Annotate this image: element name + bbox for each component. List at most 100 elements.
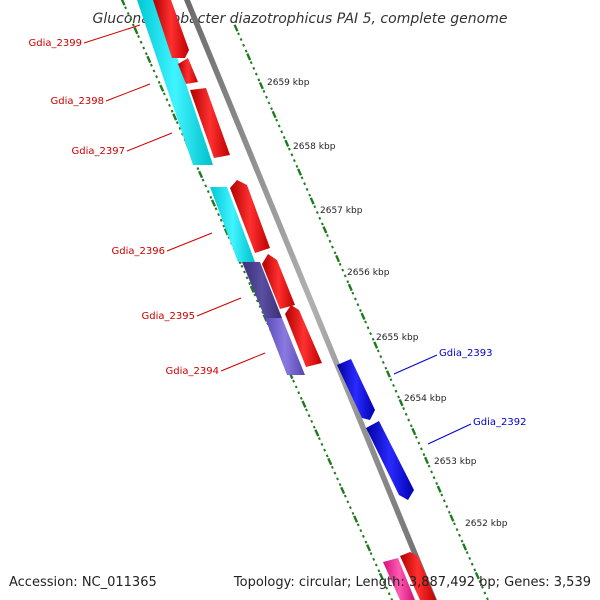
ruler-outer-major-tick <box>335 254 341 263</box>
ruler-inner-minor-tick <box>299 396 303 400</box>
ruler-outer-minor-tick <box>282 136 286 139</box>
ruler-inner-minor-tick <box>297 391 301 395</box>
ruler-inner-major-tick <box>159 84 165 92</box>
ruler-inner-major-tick <box>249 285 255 293</box>
ruler-inner-minor-tick <box>317 437 321 441</box>
ruler-inner-minor-tick <box>248 281 252 286</box>
ruler-outer-minor-tick <box>331 245 334 249</box>
ruler-outer-minor-tick <box>305 187 309 191</box>
gene-label-gdia-2393[interactable]: Gdia_2393 <box>439 348 492 359</box>
ruler-ticks-outer <box>233 24 489 600</box>
ruler-outer-minor-tick <box>356 303 360 307</box>
ruler-inner-minor-tick <box>165 98 169 102</box>
cds-reverse-2 <box>366 421 414 500</box>
cds-forward-2 <box>178 58 198 84</box>
ruler-label-2659: 2659 kbp <box>267 78 310 88</box>
ruler-outer-minor-tick <box>254 72 258 76</box>
ruler-outer-minor-tick <box>290 153 294 157</box>
ruler-outer-minor-tick <box>313 205 317 209</box>
ruler-inner-minor-tick <box>305 408 308 412</box>
ruler-inner-minor-tick <box>152 69 156 73</box>
ruler-outer-major-tick <box>449 514 455 522</box>
ruler-outer-minor-tick <box>480 585 484 589</box>
gene-label-gdia-2398[interactable]: Gdia_2398 <box>51 96 104 107</box>
ruler-outer-minor-tick <box>394 389 398 393</box>
ruler-inner-minor-tick <box>206 190 210 194</box>
ruler-inner-minor-tick <box>201 178 205 182</box>
ruler-inner-major-tick <box>172 113 178 121</box>
ruler-label-2653: 2653 kbp <box>434 457 477 467</box>
ruler-label-2657: 2657 kbp <box>320 206 363 216</box>
ruler-label-2654: 2654 kbp <box>404 394 447 404</box>
ruler-inner-minor-tick <box>356 523 360 527</box>
ruler-outer-minor-tick <box>442 499 446 503</box>
ruler-outer-minor-tick <box>468 556 472 560</box>
ruler-outer-major-tick <box>309 197 315 205</box>
ruler-outer-minor-tick <box>440 493 444 497</box>
ruler-outer-minor-tick <box>257 78 261 82</box>
ruler-inner-minor-tick <box>175 121 179 125</box>
ruler-outer-major-tick <box>462 543 468 551</box>
ruler-outer-minor-tick <box>422 453 426 457</box>
ruler-outer-minor-tick <box>409 424 413 428</box>
ruler-inner-minor-tick <box>372 557 376 561</box>
genome-summary-text: Topology: circular; Length: 3,887,492 bp… <box>233 575 591 590</box>
ruler-outer-minor-tick <box>376 349 380 353</box>
ruler-inner-minor-tick <box>351 511 355 515</box>
ruler-outer-major-tick <box>233 24 239 32</box>
cds-forward-1 <box>153 0 189 58</box>
gene-label-gdia-2394[interactable]: Gdia_2394 <box>166 366 219 377</box>
ruler-inner-minor-tick <box>364 540 368 544</box>
gene-label-gdia-2392[interactable]: Gdia_2392 <box>473 417 526 428</box>
cog-track <box>137 0 415 600</box>
gene-label-gdia-2396[interactable]: Gdia_2396 <box>112 246 165 257</box>
ruler-outer-minor-tick <box>366 326 370 330</box>
ruler-outer-minor-tick <box>333 251 337 255</box>
ruler-inner-major-tick <box>133 27 139 35</box>
ruler-inner-minor-tick <box>124 6 128 10</box>
ruler-outer-minor-tick <box>287 147 291 151</box>
ruler-outer-minor-tick <box>473 568 477 572</box>
ruler-outer-minor-tick <box>470 562 474 566</box>
cds-forward-7 <box>400 552 436 600</box>
ruler-outer-minor-tick <box>417 441 421 445</box>
ruler-inner-minor-tick <box>222 224 226 228</box>
ruler-inner-minor-tick <box>336 477 339 481</box>
ruler-inner-minor-tick <box>217 213 221 217</box>
ruler-inner-minor-tick <box>320 442 324 446</box>
ruler-inner-minor-tick <box>137 34 140 39</box>
ruler-outer-minor-tick <box>343 274 347 278</box>
ruler-outer-minor-tick <box>427 464 431 468</box>
cog-feature-dark <box>242 262 282 318</box>
gene-label-gdia-2395[interactable]: Gdia_2395 <box>142 311 195 322</box>
ruler-inner-minor-tick <box>144 52 148 56</box>
ruler-outer-minor-tick <box>379 355 383 359</box>
ruler-inner-major-tick <box>314 429 320 437</box>
gene-label-gdia-2399[interactable]: Gdia_2399 <box>29 38 82 49</box>
ruler-outer-major-tick <box>398 399 404 407</box>
ruler-outer-minor-tick <box>407 418 411 422</box>
ruler-outer-minor-tick <box>455 528 459 532</box>
ruler-outer-minor-tick <box>364 320 367 324</box>
ruler-inner-minor-tick <box>196 167 200 171</box>
ruler-outer-minor-tick <box>353 297 357 301</box>
ruler-inner-minor-tick <box>387 592 391 596</box>
ruler-outer-minor-tick <box>381 360 385 364</box>
ruler-inner-major-tick <box>198 170 204 179</box>
ruler-outer-major-tick <box>385 370 391 378</box>
ruler-inner-minor-tick <box>325 454 329 458</box>
ruler-inner-minor-tick <box>382 580 386 584</box>
ruler-inner-major-tick <box>327 457 333 466</box>
cds-forward-5 <box>262 254 295 309</box>
ruler-outer-minor-tick <box>308 193 312 197</box>
ruler-inner-minor-tick <box>359 529 363 533</box>
cds-forward-track <box>153 0 436 600</box>
ruler-outer-minor-tick <box>265 95 268 99</box>
ruler-outer-major-tick <box>271 110 277 119</box>
gene-label-gdia-2397[interactable]: Gdia_2397 <box>72 146 125 157</box>
ruler-labels: 2659 kbp 2658 kbp 2657 kbp 2656 kbp 2655… <box>267 78 508 529</box>
ruler-inner-minor-tick <box>310 419 314 423</box>
ruler-inner-minor-tick <box>162 92 166 96</box>
ruler-inner-minor-tick <box>243 270 246 274</box>
